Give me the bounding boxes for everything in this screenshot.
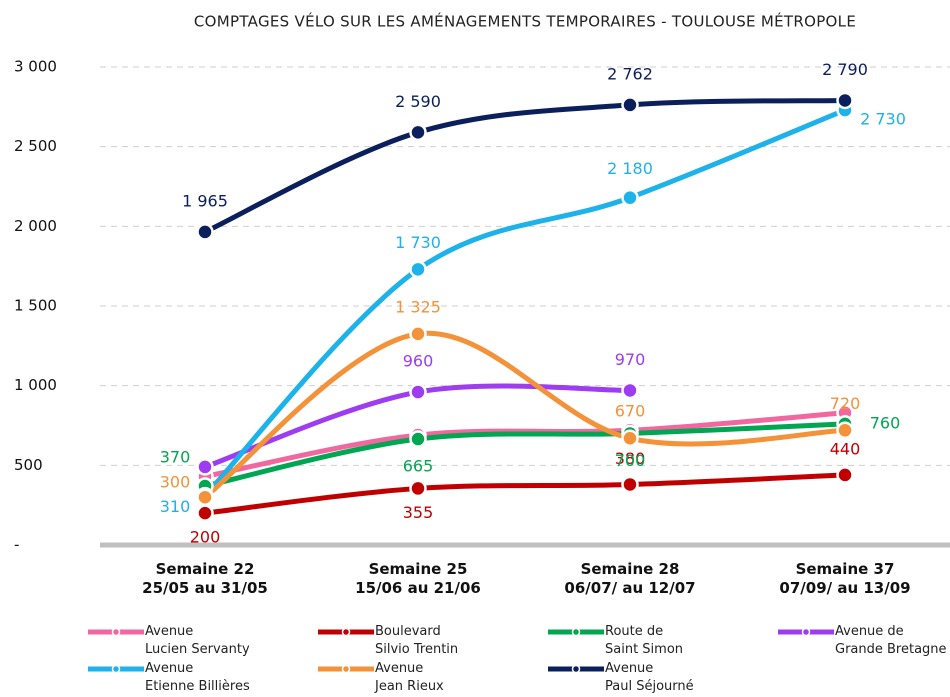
data-label: 960	[403, 352, 434, 371]
y-tick-label: -	[14, 536, 19, 554]
y-tick-label: 3 000	[14, 58, 57, 76]
data-label: 1 965	[182, 191, 228, 210]
data-label: 1 730	[395, 233, 441, 252]
data-point	[836, 91, 854, 110]
data-point	[409, 123, 427, 142]
data-point	[621, 475, 639, 494]
data-label: 355	[403, 503, 434, 522]
data-label: 2 590	[395, 92, 441, 111]
data-point	[621, 429, 639, 447]
y-tick-label: 500	[14, 456, 43, 474]
data-label: 440	[830, 439, 861, 458]
legend-marker	[571, 664, 581, 674]
data-label: 970	[615, 350, 646, 369]
legend-label: Avenue Jean Rieux	[375, 661, 444, 694]
data-point	[409, 325, 427, 343]
legend-marker	[111, 664, 121, 674]
legend-marker	[801, 627, 811, 637]
x-tick-label: Semaine 25 15/06 au 21/06	[355, 560, 481, 597]
data-label: 2 180	[607, 159, 653, 178]
series-line	[202, 330, 848, 500]
data-label: 2 790	[822, 60, 868, 79]
data-label: 760	[870, 413, 901, 432]
y-tick-label: 2 500	[14, 137, 57, 155]
data-label: 720	[830, 394, 861, 413]
y-tick-label: 1 000	[14, 376, 57, 394]
data-label: 2 762	[607, 64, 653, 83]
data-label: 380	[615, 449, 646, 468]
legend-marker	[111, 627, 121, 637]
data-label: 1 325	[395, 297, 441, 316]
data-point	[621, 96, 639, 114]
series-line	[202, 107, 848, 499]
data-point	[836, 466, 854, 484]
data-point	[196, 488, 214, 506]
data-point	[409, 479, 427, 498]
data-label: 2 730	[860, 110, 906, 129]
data-point	[196, 458, 214, 476]
legend-label: Boulevard Silvio Trentin	[375, 624, 459, 657]
data-point	[409, 430, 427, 448]
legend-marker	[341, 627, 351, 637]
data-label: 200	[190, 528, 221, 547]
data-label: 670	[615, 402, 646, 421]
data-label: 700	[615, 451, 646, 470]
legend-label: Avenue de Grande Bretagne	[835, 624, 947, 657]
legend-marker	[341, 664, 351, 674]
series-line	[202, 472, 848, 516]
data-point	[196, 504, 214, 522]
data-point	[621, 381, 639, 400]
legend-label: Avenue Lucien Servanty	[145, 624, 250, 657]
data-label: 370	[160, 448, 191, 467]
legend-label: Avenue Etienne Billières	[145, 661, 250, 694]
x-tick-label: Semaine 22 25/05 au 31/05	[142, 560, 268, 597]
data-label: 300	[160, 473, 191, 492]
data-point	[409, 383, 427, 401]
series-line	[202, 410, 848, 479]
data-point	[196, 223, 214, 241]
legend-marker	[571, 627, 581, 637]
x-tick-label: Semaine 37 07/09/ au 13/09	[779, 560, 911, 597]
data-point	[621, 188, 639, 207]
legend-label: Avenue Paul Séjourné	[605, 661, 694, 694]
data-point	[409, 260, 427, 279]
data-label: 310	[160, 497, 191, 516]
y-tick-label: 1 500	[14, 297, 57, 315]
chart-title: COMPTAGES VÉLO SUR LES AMÉNAGEMENTS TEMP…	[194, 12, 856, 31]
legend-label: Route de Saint Simon	[605, 624, 684, 657]
y-tick-label: 2 000	[14, 217, 57, 235]
data-label: 665	[403, 457, 434, 476]
data-point	[836, 421, 854, 440]
series-line	[202, 97, 848, 235]
x-tick-label: Semaine 28 06/07/ au 12/07	[564, 560, 696, 597]
series-line	[202, 421, 848, 489]
